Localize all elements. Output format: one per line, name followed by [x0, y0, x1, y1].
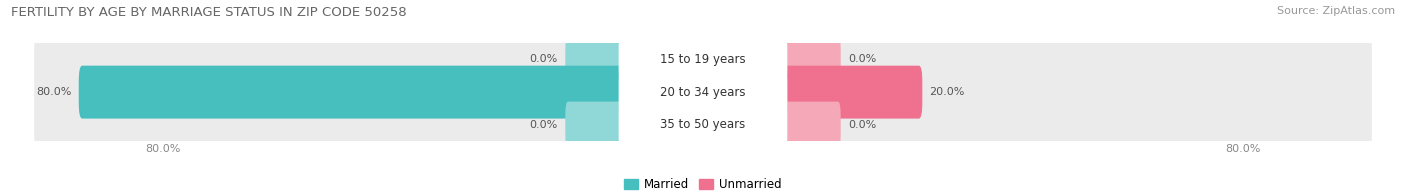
FancyBboxPatch shape	[619, 33, 787, 86]
Text: FERTILITY BY AGE BY MARRIAGE STATUS IN ZIP CODE 50258: FERTILITY BY AGE BY MARRIAGE STATUS IN Z…	[11, 6, 406, 19]
FancyBboxPatch shape	[34, 30, 1372, 89]
Text: 0.0%: 0.0%	[848, 54, 876, 64]
Text: 20 to 34 years: 20 to 34 years	[661, 86, 745, 99]
Text: 15 to 19 years: 15 to 19 years	[661, 53, 745, 66]
FancyBboxPatch shape	[79, 66, 626, 119]
Text: 35 to 50 years: 35 to 50 years	[661, 118, 745, 131]
FancyBboxPatch shape	[619, 98, 787, 151]
Text: 80.0%: 80.0%	[37, 87, 72, 97]
FancyBboxPatch shape	[34, 95, 1372, 154]
FancyBboxPatch shape	[782, 102, 841, 148]
FancyBboxPatch shape	[565, 36, 624, 83]
FancyBboxPatch shape	[780, 66, 922, 119]
Text: 0.0%: 0.0%	[530, 54, 558, 64]
FancyBboxPatch shape	[34, 62, 1372, 122]
FancyBboxPatch shape	[565, 102, 624, 148]
Text: Source: ZipAtlas.com: Source: ZipAtlas.com	[1277, 6, 1395, 16]
FancyBboxPatch shape	[619, 66, 787, 119]
Legend: Married, Unmarried: Married, Unmarried	[620, 173, 786, 196]
Text: 0.0%: 0.0%	[848, 120, 876, 130]
Text: 0.0%: 0.0%	[530, 120, 558, 130]
FancyBboxPatch shape	[782, 36, 841, 83]
Text: 20.0%: 20.0%	[929, 87, 965, 97]
